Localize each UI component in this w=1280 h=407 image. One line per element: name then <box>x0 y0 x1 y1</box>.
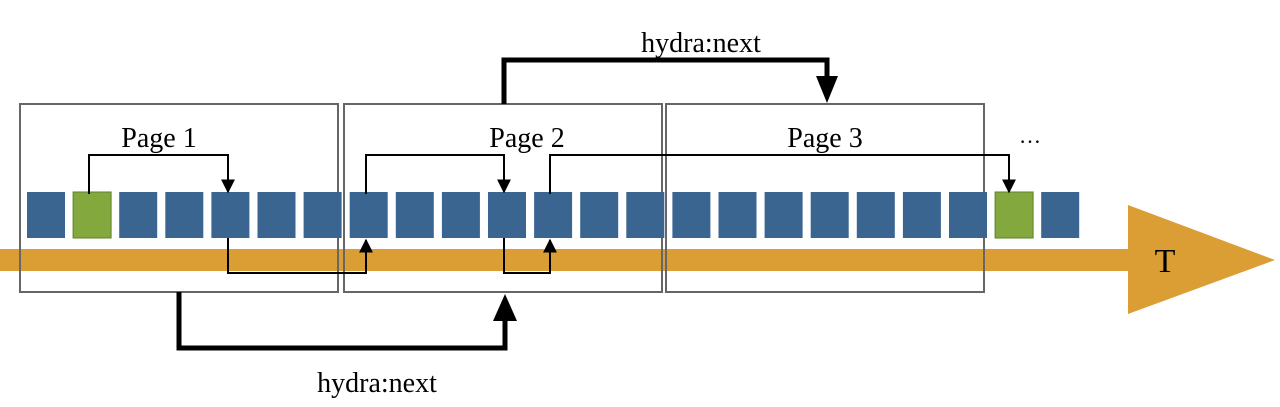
item-link-page2-bottom <box>503 238 557 274</box>
page-label-2: Page 2 <box>489 123 564 154</box>
hydra-next-links: hydra:next hydra:next <box>176 28 838 399</box>
hydra-next-top-arrowhead <box>816 76 838 103</box>
timeline-arrowhead <box>1128 205 1275 314</box>
data-item <box>534 192 573 238</box>
data-item <box>1041 192 1080 238</box>
data-item <box>626 192 665 238</box>
data-item <box>488 192 526 238</box>
item-link-page2-top <box>365 154 511 194</box>
highlighted-item <box>994 191 1034 239</box>
data-item <box>580 192 619 238</box>
item-link-page1-bottom <box>227 238 373 274</box>
hydra-next-top-label: hydra:next <box>641 28 761 59</box>
page-label-3: Page 3 <box>787 123 862 154</box>
data-item <box>303 192 342 238</box>
item-link-page1-top <box>88 154 235 194</box>
data-item <box>257 192 296 238</box>
data-item <box>119 192 158 238</box>
item-links <box>88 154 1016 274</box>
data-item <box>441 192 480 238</box>
data-item <box>949 192 987 238</box>
data-item <box>718 192 757 238</box>
hydra-next-bottom-arrowhead <box>493 294 517 321</box>
data-item <box>395 192 434 238</box>
item-link-page3-top <box>549 154 1016 194</box>
hydra-next-bottom-label: hydra:next <box>317 368 437 399</box>
data-item <box>810 192 849 238</box>
data-item <box>165 192 204 238</box>
data-item <box>211 192 250 238</box>
data-item <box>349 192 388 238</box>
data-item <box>672 192 711 238</box>
highlighted-item <box>72 191 112 239</box>
timeline-axis-label: T <box>1155 243 1176 280</box>
hydra-next-link-bottom <box>176 292 508 351</box>
data-item <box>856 192 895 238</box>
timeline-bar <box>0 249 1135 271</box>
data-item <box>902 192 941 238</box>
data-items <box>27 191 1080 239</box>
data-item <box>27 192 65 238</box>
page-label-1: Page 1 <box>121 123 196 154</box>
ellipsis-label: … <box>1019 123 1041 148</box>
timeline-axis: T <box>0 205 1275 314</box>
hydra-next-link-top <box>501 57 830 104</box>
data-item <box>764 192 803 238</box>
